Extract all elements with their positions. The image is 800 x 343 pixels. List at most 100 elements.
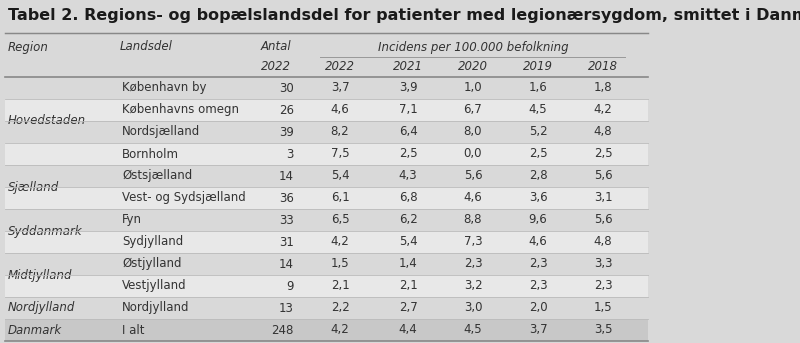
Text: 6,5: 6,5 [330, 213, 350, 226]
Text: 6,1: 6,1 [330, 191, 350, 204]
Text: 4,6: 4,6 [529, 236, 547, 248]
Text: 4,2: 4,2 [330, 323, 350, 336]
Text: 14: 14 [279, 258, 294, 271]
Text: 2,3: 2,3 [464, 258, 482, 271]
Text: Vestjylland: Vestjylland [122, 280, 186, 293]
Bar [5, 143, 648, 165]
Text: 7,5: 7,5 [330, 147, 350, 161]
Text: 4,8: 4,8 [594, 236, 612, 248]
Text: 2,5: 2,5 [594, 147, 612, 161]
Text: 2021: 2021 [393, 59, 423, 72]
Text: 1,5: 1,5 [330, 258, 350, 271]
Text: København by: København by [122, 82, 206, 95]
Text: 8,0: 8,0 [464, 126, 482, 139]
Text: 2,3: 2,3 [529, 258, 547, 271]
Text: 36: 36 [279, 191, 294, 204]
Text: 0,0: 0,0 [464, 147, 482, 161]
Text: Københavns omegn: Københavns omegn [122, 104, 239, 117]
Bar [5, 165, 648, 187]
Text: 31: 31 [279, 236, 294, 248]
Text: 3,9: 3,9 [398, 82, 418, 95]
Text: Sjælland: Sjælland [8, 180, 59, 193]
Text: Antal: Antal [261, 40, 291, 54]
Text: 2,1: 2,1 [398, 280, 418, 293]
Text: Incidens per 100.000 befolkning: Incidens per 100.000 befolkning [378, 40, 569, 54]
Text: 4,5: 4,5 [529, 104, 547, 117]
Text: 248: 248 [272, 323, 294, 336]
Text: Region: Region [8, 40, 49, 54]
Text: 2,5: 2,5 [398, 147, 418, 161]
Bar [5, 121, 648, 143]
Text: Fyn: Fyn [122, 213, 142, 226]
Text: 2022: 2022 [261, 59, 291, 72]
Text: 4,4: 4,4 [398, 323, 418, 336]
Text: 4,3: 4,3 [398, 169, 418, 182]
Text: 1,0: 1,0 [464, 82, 482, 95]
Text: 3,0: 3,0 [464, 301, 482, 315]
Text: 7,3: 7,3 [464, 236, 482, 248]
Bar [5, 231, 648, 253]
Text: Østjylland: Østjylland [122, 258, 182, 271]
Text: 5,2: 5,2 [529, 126, 547, 139]
Text: 2022: 2022 [325, 59, 355, 72]
Text: 7,1: 7,1 [398, 104, 418, 117]
Text: 9,6: 9,6 [529, 213, 547, 226]
Text: 2,0: 2,0 [529, 301, 547, 315]
Text: Syddanmark: Syddanmark [8, 225, 82, 237]
Bar [5, 99, 648, 121]
Bar [5, 77, 648, 99]
Text: Bornholm: Bornholm [122, 147, 179, 161]
Text: 3,7: 3,7 [529, 323, 547, 336]
Text: 9: 9 [286, 280, 294, 293]
Text: 33: 33 [279, 213, 294, 226]
Text: 3,1: 3,1 [594, 191, 612, 204]
Text: 4,2: 4,2 [330, 236, 350, 248]
Text: 1,4: 1,4 [398, 258, 418, 271]
Text: 8,8: 8,8 [464, 213, 482, 226]
Text: 2,1: 2,1 [330, 280, 350, 293]
Text: 2,2: 2,2 [330, 301, 350, 315]
Text: Nordjylland: Nordjylland [122, 301, 190, 315]
Text: Tabel 2. Regions- og bopælslandsdel for patienter med legionærsygdom, smittet i : Tabel 2. Regions- og bopælslandsdel for … [8, 8, 800, 23]
Text: 2,3: 2,3 [594, 280, 612, 293]
Text: 3: 3 [286, 147, 294, 161]
Text: Østsjælland: Østsjælland [122, 169, 192, 182]
Text: 14: 14 [279, 169, 294, 182]
Text: Vest- og Sydsjælland: Vest- og Sydsjælland [122, 191, 246, 204]
Text: Danmark: Danmark [8, 323, 62, 336]
Text: 4,5: 4,5 [464, 323, 482, 336]
Text: Landsdel: Landsdel [120, 40, 173, 54]
Text: 6,4: 6,4 [398, 126, 418, 139]
Bar [5, 209, 648, 231]
Bar [5, 275, 648, 297]
Text: 2,5: 2,5 [529, 147, 547, 161]
Text: 5,4: 5,4 [330, 169, 350, 182]
Text: 1,5: 1,5 [594, 301, 612, 315]
Text: 4,8: 4,8 [594, 126, 612, 139]
Text: Sydjylland: Sydjylland [122, 236, 183, 248]
Text: Midtjylland: Midtjylland [8, 269, 73, 282]
Text: 2,8: 2,8 [529, 169, 547, 182]
Text: 8,2: 8,2 [330, 126, 350, 139]
Bar [5, 253, 648, 275]
Bar [5, 319, 648, 341]
Text: 30: 30 [279, 82, 294, 95]
Text: 39: 39 [279, 126, 294, 139]
Text: 4,6: 4,6 [330, 104, 350, 117]
Text: 1,6: 1,6 [529, 82, 547, 95]
Text: 5,4: 5,4 [398, 236, 418, 248]
Text: 3,6: 3,6 [529, 191, 547, 204]
Bar [5, 187, 648, 209]
Text: Nordjylland: Nordjylland [8, 301, 75, 315]
Text: 5,6: 5,6 [464, 169, 482, 182]
Text: 3,7: 3,7 [330, 82, 350, 95]
Text: 6,8: 6,8 [398, 191, 418, 204]
Text: 5,6: 5,6 [594, 169, 612, 182]
Text: 13: 13 [279, 301, 294, 315]
Text: 3,3: 3,3 [594, 258, 612, 271]
Text: 5,6: 5,6 [594, 213, 612, 226]
Text: Nordsjælland: Nordsjælland [122, 126, 200, 139]
Text: 2018: 2018 [588, 59, 618, 72]
Text: 2019: 2019 [523, 59, 553, 72]
Text: 4,6: 4,6 [464, 191, 482, 204]
